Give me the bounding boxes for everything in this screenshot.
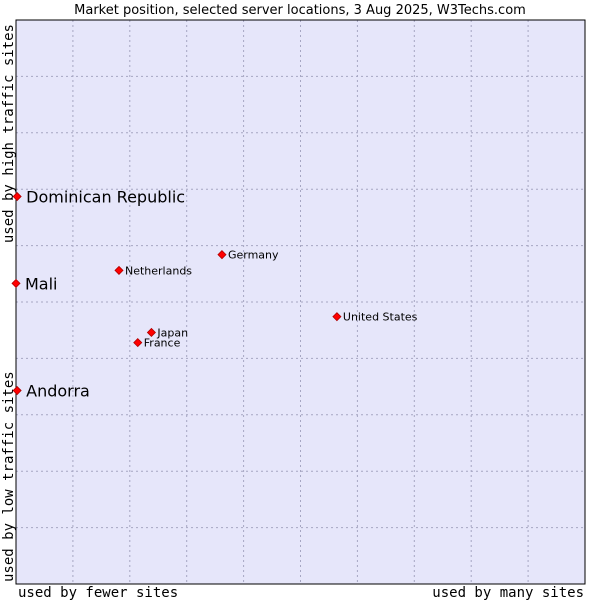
point-label-united-states: United States [343,311,418,324]
data-points: Dominican Republic Germany Netherlands Mali… [11,188,418,401]
point-marker-france [133,338,143,348]
y-axis-label-bottom: used by low traffic sites [1,371,17,582]
point-label-netherlands: Netherlands [125,264,192,277]
y-axis-label-top: used by high traffic sites [1,24,17,243]
grid-lines [16,20,585,584]
point-marker-andorra [12,385,22,396]
point-label-france: France [144,337,181,350]
point-marker-united-states [332,312,342,322]
point-label-germany: Germany [228,249,279,262]
x-axis-label-left: used by fewer sites [18,585,178,600]
point-marker-mali [11,278,21,288]
point-label-dominican-republic: Dominican Republic [26,188,185,207]
point-marker-netherlands [114,265,124,275]
x-axis-label-right: used by many sites [432,585,584,600]
point-marker-germany [217,250,227,260]
point-label-japan: Japan [156,326,188,339]
chart-title: Market position, selected server locatio… [74,3,526,18]
point-label-mali: Mali [25,274,58,293]
point-label-andorra: Andorra [26,382,90,401]
plot-frame [15,19,586,585]
point-marker-japan [146,327,156,338]
point-marker-dominican-republic [12,191,22,202]
